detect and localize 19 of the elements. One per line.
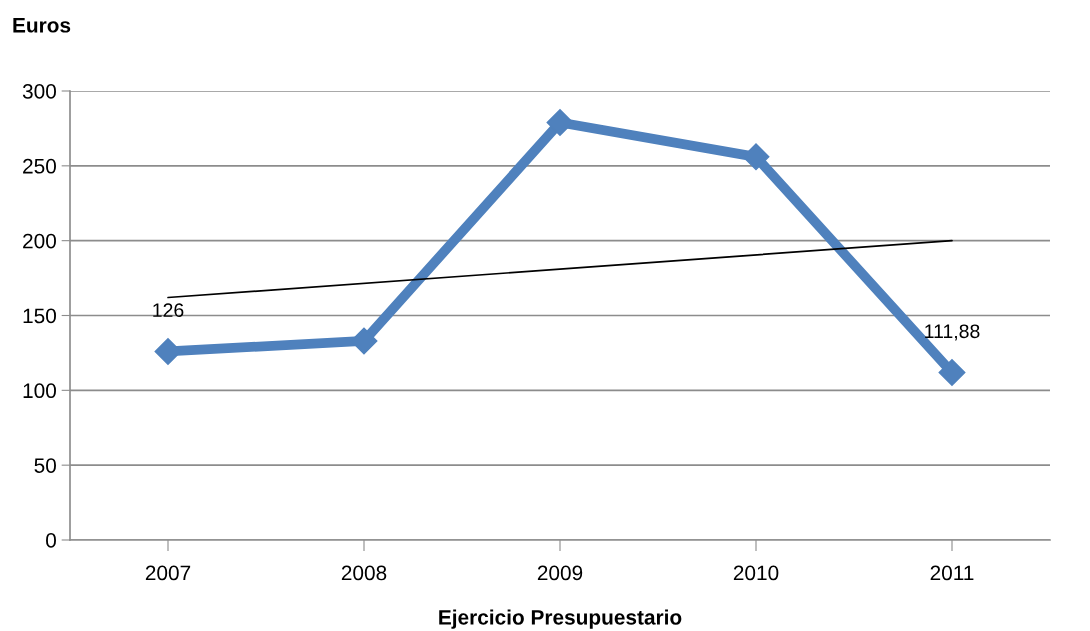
point [938,359,966,387]
point [546,108,574,136]
y-tick-label: 50 [34,458,56,473]
y-tick-label: 250 [23,158,56,174]
x-tick-label: 2008 [341,565,387,581]
y-tick-label: 200 [23,233,56,249]
x-tick-label: 2009 [537,565,583,581]
x-tick-label: 2011 [930,565,974,581]
data-label: 111,88 [925,324,980,341]
data-label: 126 [153,303,184,318]
y-tick-label: 0 [46,533,56,548]
y-tick-label: 100 [23,383,56,399]
y-tick-label: 150 [23,308,56,324]
x-axis-title: Ejercicio Presupuestario [439,609,682,629]
point [742,143,770,171]
y-axis-title: Euros [13,18,71,33]
y-tick-label: 300 [22,84,56,99]
x-tick-label: 2007 [145,565,191,581]
x-tick-label: 2010 [733,565,779,581]
